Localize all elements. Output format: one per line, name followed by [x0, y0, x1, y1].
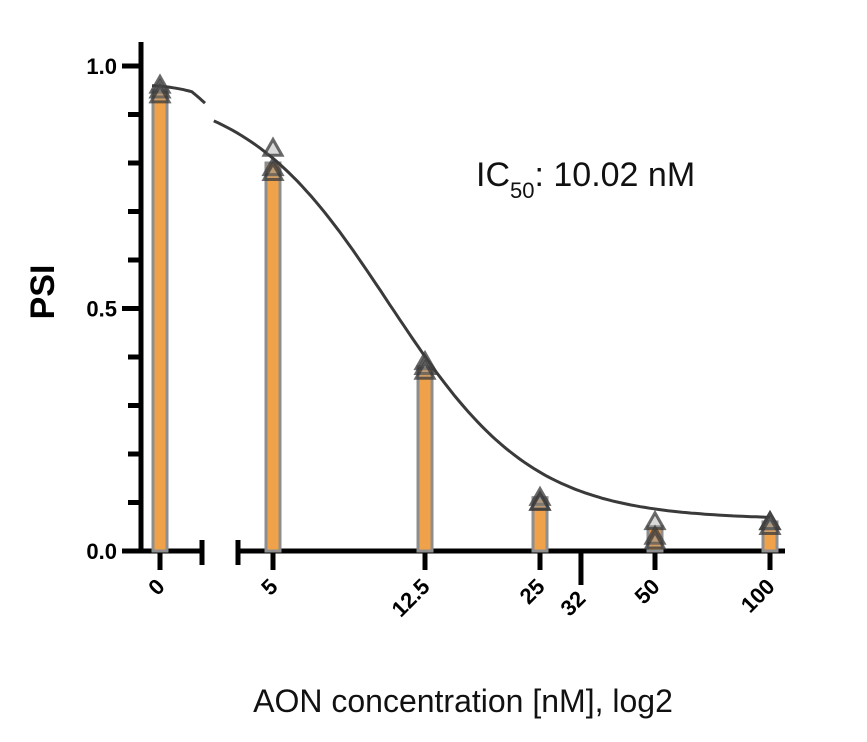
x-tick-label: 12.5: [387, 574, 435, 622]
x-tick-label: 0: [143, 574, 169, 600]
ic50-value: : 10.02 nM: [534, 156, 695, 194]
x-tick-label: 32: [556, 586, 591, 621]
fit-curve: [213, 119, 771, 519]
bar: [151, 88, 169, 553]
x-tick-label: 100: [736, 574, 780, 618]
ic50-prefix: IC: [476, 156, 510, 194]
data-point-triangle: [413, 359, 437, 380]
data-point-triangle: [758, 514, 782, 535]
data-points: [148, 73, 782, 550]
bar: [531, 496, 549, 553]
data-point-triangle: [261, 136, 285, 157]
labels: PSI AON concentration [nM], log2 IC50: 1…: [24, 156, 695, 719]
y-tick-label: 0.5: [86, 297, 117, 322]
data-point-triangle: [643, 529, 667, 550]
ic50-subscript: 50: [510, 178, 534, 203]
x-tick-label: 5: [256, 574, 282, 600]
bar: [264, 161, 282, 553]
data-point-triangle: [148, 83, 172, 104]
y-tick-label: 0.0: [86, 539, 117, 564]
x-tick-label: 25: [515, 574, 550, 609]
data-point-triangle: [528, 490, 552, 511]
y-tick-label: 1.0: [86, 54, 117, 79]
bar: [416, 365, 434, 553]
x-axis-label: AON concentration [nM], log2: [253, 683, 673, 719]
x-tick-label: 50: [630, 574, 665, 609]
data-point-triangle: [261, 160, 285, 181]
fit-curve-layer: [151, 84, 771, 519]
axes: 0.0 0.5 1.0 0 5 12.5 25 32 50 100: [86, 42, 785, 622]
y-axis-label: PSI: [24, 265, 62, 320]
ic50-annotation: IC50: 10.02 nM: [476, 156, 695, 203]
